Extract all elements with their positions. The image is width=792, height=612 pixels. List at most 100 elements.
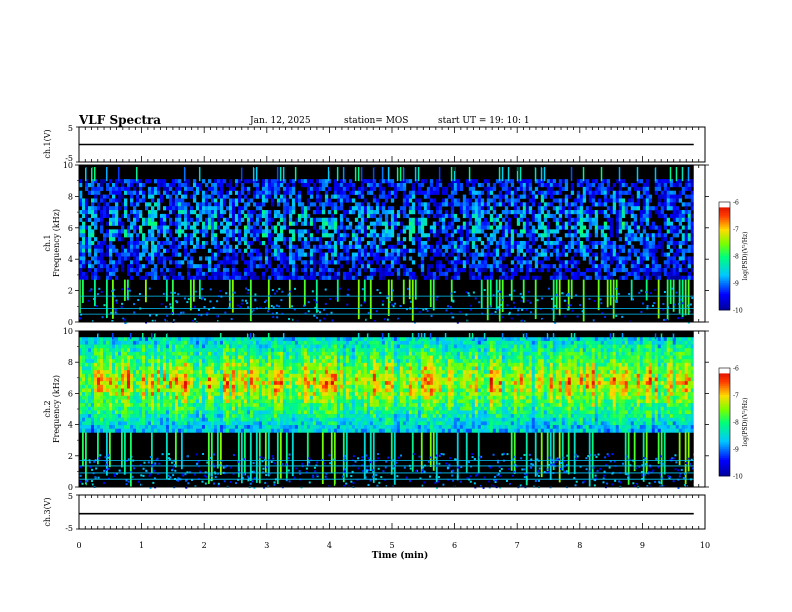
- spectrogram-cell: [147, 221, 152, 226]
- spectrogram-cell: [162, 225, 167, 230]
- spectrogram-cell: [501, 202, 506, 207]
- spectrogram-cell: [645, 244, 650, 249]
- spectrogram-cell: [414, 233, 419, 238]
- spectrogram-cell: [420, 256, 425, 261]
- spectrogram-cell: [183, 213, 188, 219]
- spectrogram-cell: [435, 264, 440, 269]
- spectrogram-cell: [678, 248, 683, 253]
- spectrogram-cell: [270, 190, 275, 195]
- spectrogram-cell: [138, 337, 143, 342]
- spectrogram-cell: [393, 225, 398, 230]
- spectrogram-cell: [165, 417, 170, 422]
- spectrogram-cell: [624, 190, 629, 195]
- spectrogram-cell: [351, 260, 356, 265]
- spectrogram-cell: [114, 399, 119, 404]
- spectrogram-cell: [135, 417, 140, 422]
- spectrogram-cell: [141, 351, 146, 356]
- spectrogram-streak: [135, 167, 138, 182]
- spectrogram-cell: [591, 268, 596, 273]
- spectrogram-cell: [408, 237, 413, 242]
- spectrogram-cell: [177, 179, 182, 184]
- spectrogram-cell: [621, 198, 626, 203]
- spectrogram-cell: [186, 359, 191, 364]
- spectrogram-cell: [162, 417, 167, 422]
- spectrogram-cell: [285, 264, 290, 269]
- spectrogram-cell: [342, 179, 347, 184]
- spectrogram-cell: [576, 190, 581, 195]
- spectrogram-speckle: [154, 319, 157, 322]
- spectrogram-cell: [612, 210, 617, 215]
- spectrogram-cell: [381, 256, 386, 261]
- spectrogram-cell: [258, 190, 263, 195]
- spectrogram-cell: [369, 206, 374, 211]
- spectrogram-speckle: [169, 303, 172, 306]
- spectrogram-cell: [585, 186, 590, 192]
- spectrogram-cell: [150, 399, 155, 404]
- spectrogram-cell: [609, 206, 614, 211]
- spectrogram-cell: [129, 264, 134, 269]
- spectrogram-cell: [363, 186, 368, 192]
- spectrogram-cell: [477, 182, 482, 188]
- spectrogram-cell: [138, 213, 143, 219]
- spectrogram-cell: [207, 268, 212, 273]
- spectrogram-cell: [453, 213, 458, 219]
- spectrogram-cell: [450, 248, 455, 253]
- spectrogram-cell: [309, 217, 314, 222]
- spectrogram-speckle: [138, 292, 141, 295]
- spectrogram-cell: [138, 377, 143, 382]
- spectrogram-cell: [186, 362, 191, 367]
- spectrogram-cell: [171, 268, 176, 273]
- spectrogram-cell: [567, 206, 572, 211]
- spectrogram-cell: [417, 264, 422, 269]
- spectrogram-cell: [384, 268, 389, 273]
- spectrogram-cell: [504, 179, 509, 184]
- spectrogram-cell: [132, 362, 137, 367]
- spectrogram-cell: [174, 388, 179, 393]
- spectrogram-cell: [114, 417, 119, 422]
- spectrogram-speckle: [232, 291, 235, 294]
- spectrogram-cell: [267, 233, 272, 238]
- spectrogram-cell: [240, 210, 245, 215]
- spectrogram-cell: [198, 264, 203, 269]
- spectrogram-speckle: [564, 315, 567, 318]
- spectrogram-cell: [324, 264, 329, 269]
- spectrogram-cell: [387, 229, 392, 234]
- spectrogram-cell: [195, 213, 200, 219]
- ch1-voltage-ticks: [76, 126, 79, 163]
- spectrogram-cell: [111, 377, 116, 382]
- spectrogram-cell: [354, 190, 359, 195]
- spectrogram-cell: [297, 237, 302, 242]
- spectrogram-cell: [120, 362, 125, 367]
- spectrogram-cell: [501, 186, 506, 192]
- spectrogram-cell: [402, 244, 407, 249]
- spectrogram-cell: [360, 229, 365, 234]
- spectrogram-cell: [417, 237, 422, 242]
- spectrogram-cell: [402, 198, 407, 203]
- spectrogram-cell: [576, 182, 581, 188]
- spectrogram-speckle: [318, 311, 321, 314]
- spectrogram-cell: [111, 260, 116, 265]
- spectrogram-cell: [504, 252, 509, 257]
- spectrogram-cell: [600, 244, 605, 249]
- spectrogram-cell: [129, 268, 134, 273]
- spectrogram-cell: [681, 217, 686, 222]
- spectrogram-cell: [168, 194, 173, 199]
- spectrogram-cell: [477, 213, 482, 219]
- spectrogram-cell: [135, 268, 140, 273]
- spectrogram-cell: [93, 410, 98, 415]
- spectrogram-cell: [621, 190, 626, 195]
- spectrogram-cell: [513, 186, 518, 192]
- spectrogram-cell: [129, 388, 134, 393]
- spectrogram-cell: [561, 179, 566, 184]
- spectrogram-cell: [216, 217, 221, 222]
- spectrogram-cell: [168, 198, 173, 203]
- spectrogram-cell: [459, 225, 464, 230]
- spectrogram-speckle: [458, 310, 461, 313]
- date-label: Jan. 12, 2025: [249, 116, 311, 126]
- spectrogram-cell: [168, 355, 173, 360]
- spectrogram-cell: [597, 275, 602, 280]
- spectrogram-cell: [390, 229, 395, 234]
- spectrogram-cell: [312, 268, 317, 273]
- spectrogram-cell: [279, 260, 284, 265]
- spectrogram-cell: [120, 428, 125, 433]
